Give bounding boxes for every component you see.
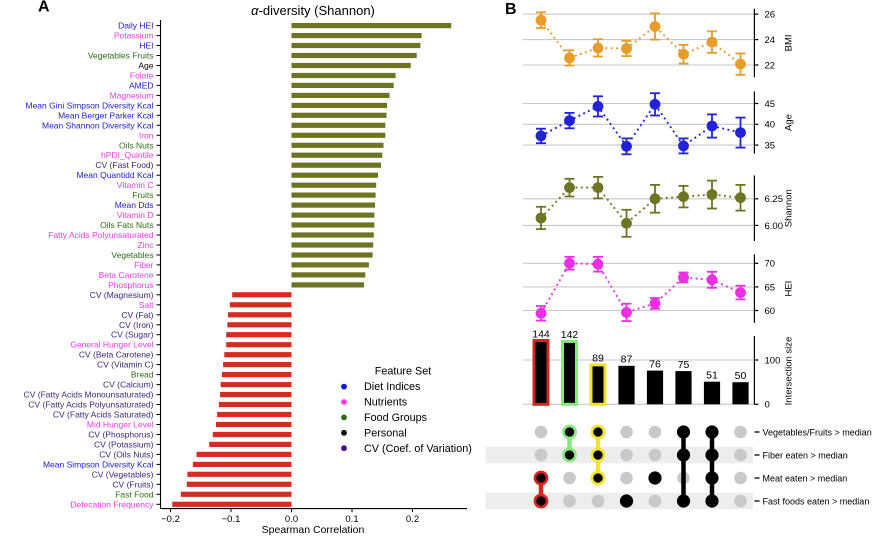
svg-text:6.25: 6.25 [765,194,784,205]
svg-text:CV (Fatty Acids Saturated): CV (Fatty Acids Saturated) [53,410,154,420]
svg-text:CV (Iron): CV (Iron) [119,320,154,330]
svg-text:Oils Fats Nuts: Oils Fats Nuts [100,220,153,230]
svg-text:CV (Vegetables): CV (Vegetables) [92,469,154,479]
svg-text:Phosphorus: Phosphorus [108,280,153,290]
svg-text:22: 22 [765,60,776,71]
svg-text:100: 100 [765,355,781,366]
svg-text:Beta Carotene: Beta Carotene [99,270,154,280]
svg-text:Vegetables/Fruits > median: Vegetables/Fruits > median [763,427,872,437]
svg-text:Defecation Frequency: Defecation Frequency [70,499,154,509]
svg-text:75: 75 [678,359,690,371]
svg-text:Food Groups: Food Groups [364,412,428,424]
svg-text:CV (Fatty Acids Polyunsaturate: CV (Fatty Acids Polyunsaturated) [28,400,153,410]
svg-text:Meat eaten > median: Meat eaten > median [763,473,848,483]
svg-text:24: 24 [765,35,776,46]
svg-text:0.0: 0.0 [285,514,298,525]
svg-text:Oils Nuts: Oils Nuts [119,140,153,150]
svg-text:Vegetables: Vegetables [111,250,153,260]
svg-text:CV (Magnesium): CV (Magnesium) [90,290,154,300]
svg-text:Fiber eaten > median: Fiber eaten > median [763,450,848,460]
svg-text:Personal: Personal [364,427,407,439]
svg-text:−0.2: −0.2 [161,514,180,525]
svg-text:Spearman Correlation: Spearman Correlation [262,524,365,536]
svg-text:89: 89 [592,353,604,365]
svg-text:Mean Berger Parker Kcal: Mean Berger Parker Kcal [58,110,154,120]
svg-text:Diet Indices: Diet Indices [364,381,421,393]
svg-text:CV (Oils Nuts): CV (Oils Nuts) [99,449,153,459]
svg-text:Age: Age [138,61,153,71]
svg-text:35: 35 [765,141,776,152]
svg-text:Mean Quantidd Kcal: Mean Quantidd Kcal [76,170,153,180]
svg-text:CV (Calcium): CV (Calcium) [103,380,154,390]
svg-text:CV (Vitamin C): CV (Vitamin C) [97,360,154,370]
svg-text:CV (Coef. of Variation): CV (Coef. of Variation) [364,443,472,455]
svg-text:−0.1: −0.1 [222,514,241,525]
svg-text:142: 142 [561,329,579,341]
svg-text:26: 26 [765,10,776,21]
svg-text:Mean Gini Simpson Diversity Kc: Mean Gini Simpson Diversity Kcal [25,100,153,110]
svg-text:Daily HEI: Daily HEI [118,21,153,31]
svg-text:hPDI_Quintile: hPDI_Quintile [101,150,154,160]
svg-text:Fruits: Fruits [132,190,153,200]
svg-text:B: B [505,1,517,18]
svg-text:76: 76 [649,358,661,370]
svg-text:CV (Fast Food): CV (Fast Food) [95,160,153,170]
svg-text:45: 45 [765,99,776,110]
svg-text:Intersection size: Intersection size [783,337,794,406]
svg-text:BMI: BMI [783,34,794,51]
svg-text:CV (Fatty Acids Monounsaturate: CV (Fatty Acids Monounsaturated) [24,390,154,400]
svg-text:CV (Sugar): CV (Sugar) [111,330,154,340]
svg-text:Vitamin C: Vitamin C [117,180,154,190]
svg-text:50: 50 [735,370,747,382]
svg-text:Feature Set: Feature Set [375,366,431,378]
svg-text:65: 65 [765,282,776,293]
svg-text:Zinc: Zinc [137,240,154,250]
svg-text:Iron: Iron [139,130,154,140]
svg-text:CV (Beta Carotene): CV (Beta Carotene) [79,350,154,360]
svg-text:A: A [38,0,50,16]
svg-text:General Hunger Level: General Hunger Level [70,340,153,350]
svg-text:0.2: 0.2 [406,514,419,525]
svg-text:Age: Age [783,114,794,131]
svg-text:Magnesium: Magnesium [110,90,154,100]
svg-text:CV (Fat): CV (Fat) [121,310,153,320]
svg-text:Shannon: Shannon [783,189,794,227]
svg-text:144: 144 [532,328,550,340]
svg-text:α-diversity (Shannon): α-diversity (Shannon) [251,3,375,18]
svg-text:0: 0 [765,400,770,411]
svg-text:Mid Hunger Level: Mid Hunger Level [87,420,154,430]
svg-text:HEI: HEI [139,41,153,51]
svg-text:6.00: 6.00 [765,221,784,232]
svg-text:Folate: Folate [130,71,154,81]
svg-text:AMED: AMED [129,80,154,90]
svg-text:Fast Food: Fast Food [115,489,154,499]
svg-text:HEI: HEI [783,281,794,297]
svg-text:70: 70 [765,259,776,270]
svg-text:40: 40 [765,120,776,131]
svg-text:CV (Potassium): CV (Potassium) [94,439,154,449]
svg-text:CV (Phosphorus): CV (Phosphorus) [88,430,153,440]
svg-text:Vegetables Fruits: Vegetables Fruits [88,51,154,61]
svg-text:51: 51 [706,370,718,382]
svg-text:Mean Simpson Diversity Kcal: Mean Simpson Diversity Kcal [43,459,154,469]
svg-text:60: 60 [765,306,776,317]
svg-text:CV (Fruits): CV (Fruits) [112,479,153,489]
svg-text:87: 87 [621,354,633,366]
svg-text:Nutrients: Nutrients [364,397,408,409]
svg-text:Salt: Salt [139,300,154,310]
svg-text:Fatty Acids Polyunsaturated: Fatty Acids Polyunsaturated [48,230,154,240]
svg-text:0.1: 0.1 [345,514,358,525]
svg-text:Fast foods eaten > median: Fast foods eaten > median [763,496,870,506]
svg-text:Mean Dds: Mean Dds [115,200,154,210]
svg-text:Mean Shannon Diversity Kcal: Mean Shannon Diversity Kcal [42,120,154,130]
svg-text:Potassium: Potassium [114,31,154,41]
svg-text:Bread: Bread [131,370,154,380]
svg-text:Vitamin D: Vitamin D [117,210,154,220]
svg-text:Fiber: Fiber [134,260,154,270]
